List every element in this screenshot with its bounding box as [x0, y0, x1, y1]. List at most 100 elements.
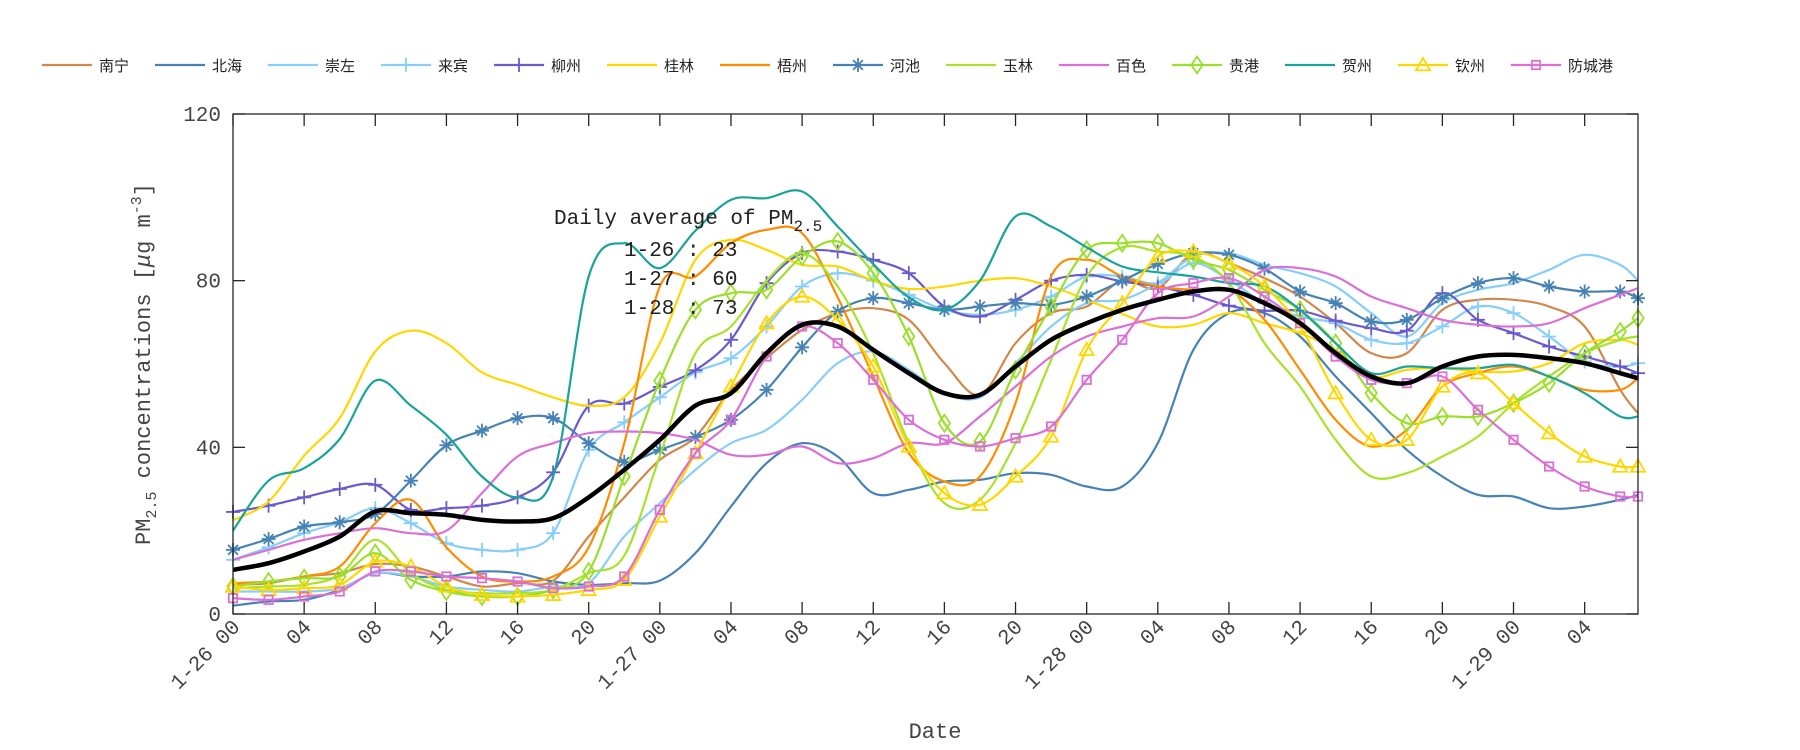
square-marker — [476, 573, 488, 584]
series-梧州 — [232, 225, 1639, 585]
y-axis-title: PM2.5 concentrations [μg m-3] — [129, 183, 161, 545]
x-tick-label: 16 — [1350, 617, 1384, 651]
square-marker — [370, 566, 381, 577]
plus-marker — [474, 542, 489, 557]
asterisk-marker — [297, 519, 312, 534]
legend-label: 来宾 — [438, 56, 469, 75]
asterisk-marker — [1186, 246, 1201, 261]
diamond-marker — [688, 299, 703, 320]
legend: 南宁 北海 崇左 来宾 柳州 桂林 梧州 河池 玉林 百色 贵港 贺州 钦州 防城港 — [0, 50, 1800, 80]
plus-marker — [546, 526, 561, 541]
square-marker — [1081, 374, 1092, 385]
plus-marker — [617, 396, 632, 411]
annotation-line-3: 1-28 : 73 — [624, 298, 737, 321]
triangle-marker — [1540, 424, 1558, 440]
triangle-marker — [437, 577, 455, 593]
legend-swatch — [1172, 54, 1222, 76]
plus-marker — [830, 266, 845, 281]
series-line — [233, 251, 1639, 593]
series-贺州 — [232, 189, 1639, 532]
legend-item-钦州: 钦州 — [1396, 50, 1485, 80]
triangle-marker — [935, 484, 953, 500]
legend-swatch — [607, 63, 657, 67]
plus-marker — [510, 542, 525, 557]
diamond-marker — [1151, 233, 1165, 254]
diamond-marker — [866, 263, 880, 284]
x-tick-label: 04 — [283, 617, 317, 651]
plus-marker — [1470, 299, 1485, 314]
x-tick-label: 1-26 00 — [167, 617, 246, 696]
x-axis-title: Date — [909, 720, 962, 745]
asterisk-marker — [866, 291, 881, 306]
square-marker — [1543, 461, 1555, 472]
square-marker — [1188, 278, 1199, 289]
annotation-title-sub: 2.5 — [793, 218, 822, 236]
triangle-marker — [509, 587, 527, 603]
square-marker — [1615, 491, 1626, 502]
y-title-mu: μ — [132, 254, 157, 268]
legend-label: 河池 — [890, 56, 921, 75]
y-tick-label: 0 — [208, 605, 221, 628]
daily-average-annotation: Daily average of PM2.5 1-26 : 23 1-27 : … — [554, 208, 822, 321]
series-来宾 — [226, 256, 1645, 567]
triangle-marker — [1220, 254, 1238, 270]
triangle-marker — [1006, 467, 1025, 483]
triangle-marker — [295, 579, 313, 595]
legend-label: 玉林 — [1003, 56, 1034, 75]
annotation-title-text: Daily average of PM — [554, 208, 793, 231]
legend-label: 南宁 — [99, 56, 130, 75]
asterisk-marker — [972, 299, 987, 314]
plus-marker — [1506, 306, 1521, 321]
square-marker — [263, 594, 274, 605]
plus-marker — [1221, 298, 1236, 313]
legend-swatch — [946, 63, 996, 67]
legend-item-河池: 河池 — [831, 50, 920, 80]
legend-item-防城港: 防城港 — [1509, 50, 1613, 80]
plus-marker — [1542, 339, 1557, 354]
diamond-marker — [1044, 296, 1058, 317]
series-line — [232, 225, 1639, 585]
square-marker — [1508, 434, 1519, 445]
x-tick-label: 04 — [1137, 617, 1171, 651]
plus-marker — [512, 58, 526, 72]
x-tick-label: 20 — [1421, 617, 1455, 651]
plus-marker — [688, 363, 703, 378]
triangle-marker — [793, 287, 811, 303]
plus-marker — [474, 498, 489, 513]
x-tick-label: 08 — [781, 617, 815, 651]
diamond-marker — [1435, 406, 1450, 427]
y-title-pm: PM — [132, 519, 157, 545]
asterisk-marker — [439, 438, 454, 453]
x-tick-label: 1-29 00 — [1448, 617, 1527, 696]
triangle-marker — [1042, 427, 1060, 443]
square-marker — [690, 448, 701, 459]
legend-item-玉林: 玉林 — [944, 50, 1033, 80]
plus-marker — [399, 58, 413, 72]
asterisk-marker — [546, 411, 561, 426]
diamond-marker — [937, 413, 952, 434]
triangle-marker — [864, 357, 882, 373]
diamond-marker — [404, 569, 418, 590]
legend-label: 贺州 — [1342, 56, 1373, 75]
asterisk-marker — [1008, 296, 1023, 311]
diamond-marker — [1079, 239, 1094, 260]
series-崇左 — [233, 251, 1639, 593]
asterisk-marker — [1364, 314, 1379, 329]
asterisk-marker — [474, 423, 489, 438]
series-line — [232, 239, 1639, 599]
legend-swatch — [1059, 63, 1109, 67]
legend-item-南宁: 南宁 — [40, 50, 129, 80]
diamond-marker — [297, 568, 311, 589]
x-tick-label: 16 — [923, 617, 957, 651]
triangle-marker — [1362, 431, 1380, 446]
square-marker — [299, 591, 310, 602]
plus-marker — [1435, 319, 1450, 334]
square-marker — [974, 441, 986, 452]
diamond-marker — [1613, 321, 1627, 342]
y-tick-label: 40 — [196, 438, 221, 461]
legend-label: 梧州 — [777, 56, 808, 75]
legend-item-北海: 北海 — [153, 50, 242, 80]
legend-swatch — [381, 58, 431, 72]
plus-marker — [368, 477, 383, 492]
triangle-marker — [1398, 431, 1416, 446]
